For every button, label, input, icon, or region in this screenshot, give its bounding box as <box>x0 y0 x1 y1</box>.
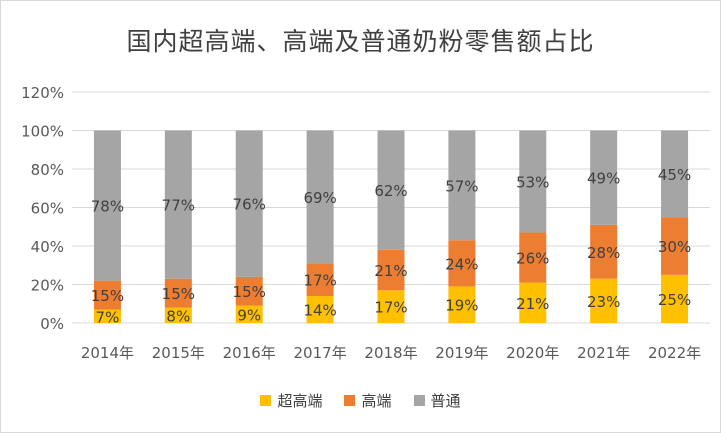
bar-segment-2 <box>164 130 192 279</box>
data-label: 24% <box>445 255 478 273</box>
data-label: 8% <box>166 307 190 325</box>
data-label: 53% <box>516 174 549 192</box>
x-tick-label: 2018年 <box>364 344 417 362</box>
bar-segment-0 <box>235 305 263 323</box>
data-label: 30% <box>658 238 691 256</box>
bar-segment-1 <box>448 240 476 287</box>
data-label: 21% <box>374 262 407 280</box>
x-tick-label: 2017年 <box>294 344 347 362</box>
y-tick-label: 0% <box>40 315 64 333</box>
data-label: 28% <box>587 244 620 262</box>
x-tick-label: 2021年 <box>577 344 630 362</box>
data-label: 57% <box>445 177 478 195</box>
bar-segment-0 <box>448 286 476 323</box>
y-tick-label: 20% <box>31 277 64 295</box>
x-tick-label: 2015年 <box>152 344 205 362</box>
legend-item-premium: 高端 <box>344 390 392 411</box>
data-label: 77% <box>162 197 195 215</box>
bar-segment-0 <box>519 282 547 323</box>
bar-segment-1 <box>377 249 405 291</box>
data-label: 45% <box>658 166 691 184</box>
data-label: 9% <box>237 306 261 324</box>
y-tick-label: 100% <box>21 123 64 141</box>
y-tick-label: 60% <box>31 200 64 218</box>
legend-label-regular: 普通 <box>430 392 461 410</box>
bar-segment-0 <box>93 309 121 323</box>
bar-segment-2 <box>519 130 547 233</box>
legend-label-premium: 高端 <box>361 392 392 410</box>
data-label: 14% <box>303 302 336 320</box>
x-tick-label: 2022年 <box>648 344 701 362</box>
legend-swatch-regular <box>413 395 425 406</box>
bar-segment-0 <box>590 278 618 323</box>
bar-segment-2 <box>448 130 476 241</box>
x-tick-label: 2014年 <box>81 344 134 362</box>
data-label: 19% <box>445 297 478 315</box>
chart-title: 国内超高端、高端及普通奶粉零售额占比 <box>126 27 595 56</box>
data-label: 78% <box>91 198 124 216</box>
data-label: 62% <box>374 182 407 200</box>
legend-item-super-premium: 超高端 <box>260 390 322 411</box>
data-label: 15% <box>162 285 195 303</box>
bar-segment-1 <box>661 217 689 275</box>
data-label: 7% <box>96 308 120 326</box>
bar-segment-1 <box>306 263 334 297</box>
bar-segment-1 <box>519 232 547 283</box>
data-label: 69% <box>303 189 336 207</box>
bar-segment-2 <box>590 130 618 225</box>
bar-segment-1 <box>93 280 121 310</box>
bar-segment-2 <box>377 130 405 250</box>
bar-segment-2 <box>306 130 334 264</box>
x-tick-label: 2020年 <box>506 344 559 362</box>
data-label: 17% <box>374 299 407 317</box>
x-tick-label: 2019年 <box>435 344 488 362</box>
y-tick-label: 80% <box>31 161 64 179</box>
legend-swatch-super-premium <box>260 395 272 406</box>
data-label: 26% <box>516 250 549 268</box>
data-label: 23% <box>587 293 620 311</box>
bar-segment-0 <box>306 296 334 323</box>
bar-segment-0 <box>661 274 689 323</box>
bar-segment-1 <box>235 276 263 306</box>
bar-segment-1 <box>164 278 192 308</box>
data-label: 15% <box>91 287 124 305</box>
data-label: 76% <box>233 196 266 214</box>
legend: 超高端 高端 普通 <box>0 390 721 411</box>
legend-swatch-premium <box>344 395 356 406</box>
bar-segment-0 <box>377 290 405 323</box>
bar-segment-1 <box>590 224 618 279</box>
bar-segment-2 <box>235 130 263 277</box>
data-label: 17% <box>303 272 336 290</box>
data-label: 49% <box>587 170 620 188</box>
data-label: 21% <box>516 295 549 313</box>
data-label: 15% <box>233 283 266 301</box>
bar-segment-0 <box>164 307 192 323</box>
legend-item-regular: 普通 <box>413 390 461 411</box>
y-tick-label: 120% <box>21 84 64 102</box>
data-label: 25% <box>658 291 691 309</box>
legend-label-super-premium: 超高端 <box>277 392 323 410</box>
y-tick-label: 40% <box>31 238 64 256</box>
bar-segment-2 <box>661 130 689 218</box>
x-tick-label: 2016年 <box>223 344 276 362</box>
bar-segment-2 <box>93 130 121 281</box>
